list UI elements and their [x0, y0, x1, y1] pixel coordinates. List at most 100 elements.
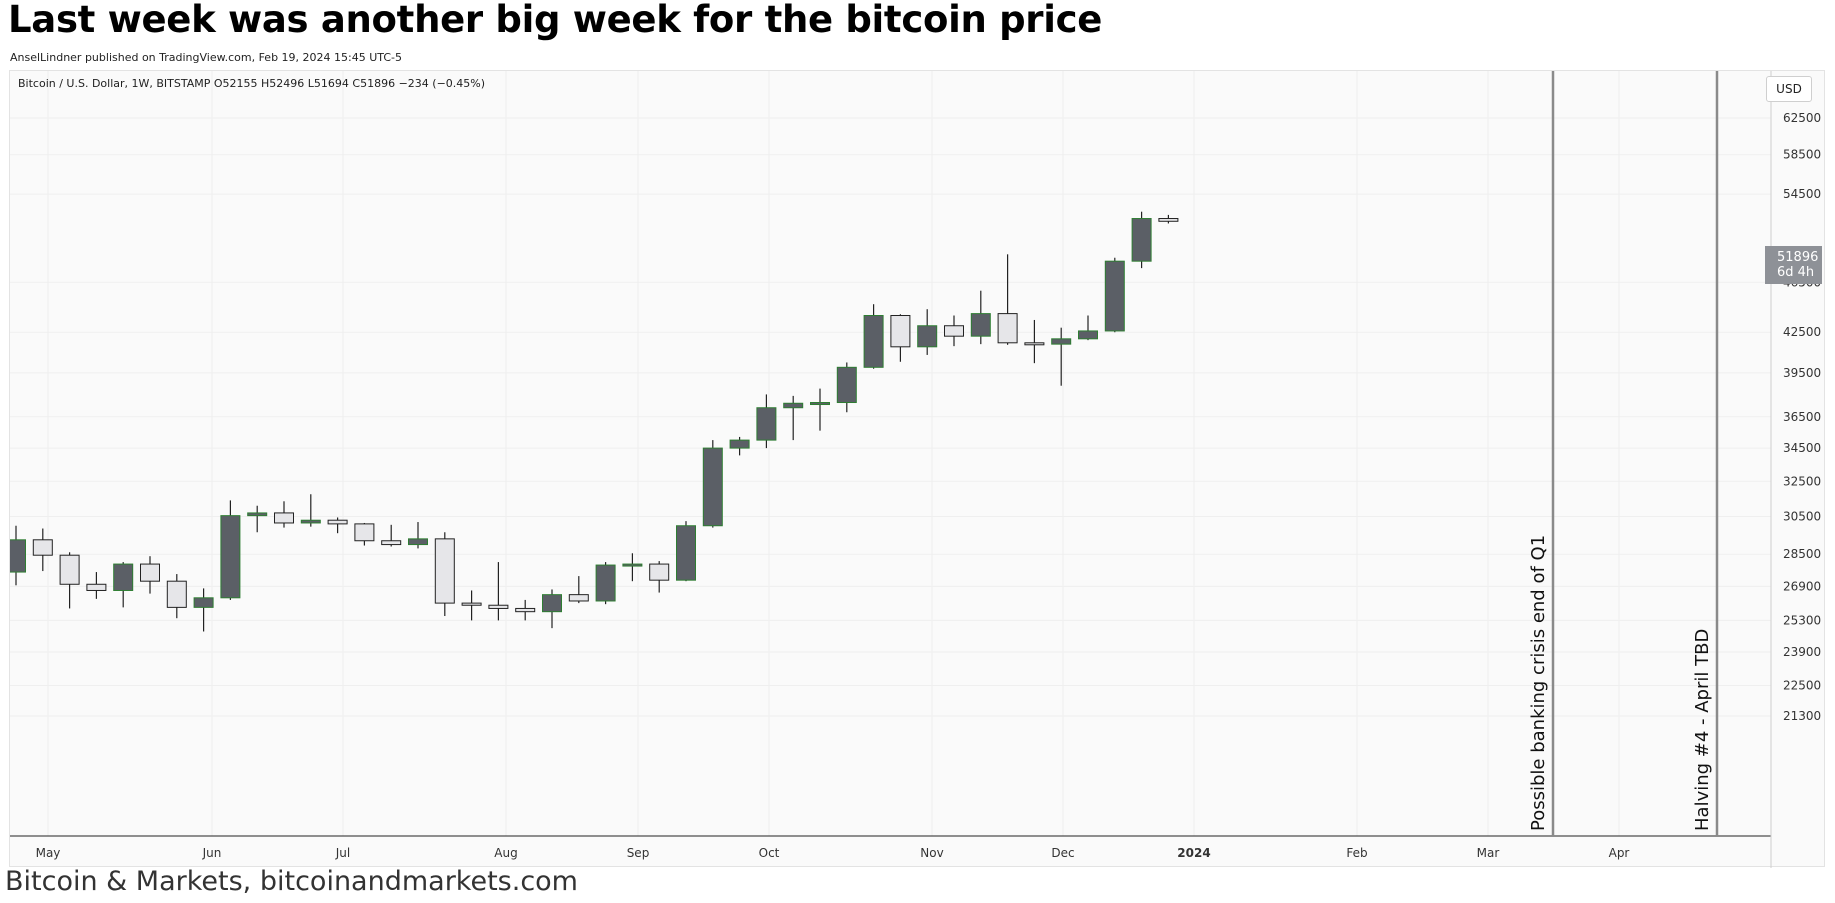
candle — [247, 505, 268, 533]
candle — [997, 254, 1018, 345]
candle-body — [676, 525, 696, 581]
candle — [140, 556, 160, 594]
chart-panel[interactable]: 6250058500545004650042500395003650034500… — [9, 70, 1826, 868]
y-tick-label: 34500 — [1783, 441, 1821, 455]
candlestick-chart[interactable]: 6250058500545004650042500395003650034500… — [10, 71, 1826, 868]
candle — [917, 309, 938, 355]
candle-body — [756, 407, 777, 441]
candle — [381, 524, 402, 547]
candle-body — [59, 554, 80, 585]
candle-body — [649, 563, 670, 581]
candle — [1158, 214, 1179, 224]
candle-body — [488, 604, 509, 609]
candle — [461, 590, 482, 621]
candle — [300, 494, 321, 527]
candle — [408, 522, 428, 549]
candle-body — [140, 563, 160, 582]
y-tick-label: 58500 — [1783, 148, 1821, 162]
candle — [1104, 257, 1125, 333]
x-tick-label: Oct — [759, 846, 780, 860]
candle — [970, 290, 991, 345]
x-tick-label: Nov — [920, 846, 943, 860]
candle-body — [1051, 338, 1072, 345]
candle-body — [836, 366, 857, 404]
candle-body — [1078, 330, 1098, 340]
x-tick-label: Sep — [627, 846, 650, 860]
candle-body — [1158, 218, 1179, 222]
x-axis-ticks: May Jun Jul Aug Sep Oct Nov Dec 2024 Feb Mar Apr — [36, 846, 1630, 860]
candle — [327, 517, 348, 534]
annotation-lines — [1551, 71, 1719, 836]
x-tick-label: 2024 — [1177, 846, 1210, 860]
candle — [59, 552, 80, 609]
candle — [863, 304, 884, 369]
y-tick-label: 39500 — [1783, 366, 1821, 380]
candle-body — [863, 315, 884, 368]
chart-title: Last week was another big week for the b… — [8, 0, 1103, 41]
currency-button[interactable]: USD — [1766, 76, 1812, 102]
candle — [810, 388, 830, 431]
x-tick-label: Mar — [1477, 846, 1500, 860]
x-tick-label: Apr — [1609, 846, 1630, 860]
footer-credit: Bitcoin & Markets, bitcoinandmarkets.com — [5, 866, 578, 897]
y-tick-label: 25300 — [1783, 613, 1821, 627]
candle-countdown: 6d 4h — [1777, 265, 1815, 280]
annotation-halving: Halving #4 - April TBD — [1692, 629, 1713, 831]
y-tick-label: 28500 — [1783, 547, 1821, 561]
x-tick-label: May — [36, 846, 61, 860]
candle — [595, 562, 616, 605]
candle-body — [434, 538, 455, 604]
x-tick-label: Feb — [1346, 846, 1367, 860]
candle — [86, 572, 107, 599]
last-price-tag: 51896 6d 4h — [1765, 246, 1822, 284]
x-tick-label: Dec — [1051, 846, 1074, 860]
grid — [10, 71, 1771, 836]
candle — [542, 589, 562, 629]
candle — [220, 500, 241, 600]
candle — [193, 588, 214, 632]
candle-body — [944, 325, 964, 337]
y-tick-label: 42500 — [1783, 325, 1821, 339]
candle — [649, 561, 670, 593]
y-tick-label: 32500 — [1783, 474, 1821, 488]
candle-body — [622, 563, 643, 567]
y-tick-label: 30500 — [1783, 510, 1821, 524]
candle-body — [408, 538, 428, 546]
candle — [515, 599, 536, 621]
candle-body — [327, 519, 348, 525]
candle-body — [220, 515, 241, 599]
annotation-banking-crisis: Possible banking crisis end of Q1 — [1528, 535, 1549, 831]
x-tick-label: Aug — [494, 846, 517, 860]
candle — [702, 440, 723, 528]
candle-body — [86, 583, 107, 591]
candle-body — [783, 402, 804, 409]
y-tick-label: 36500 — [1783, 410, 1821, 424]
candle-body — [970, 313, 991, 337]
y-tick-label: 23900 — [1783, 645, 1821, 659]
candle-body — [300, 519, 321, 524]
candle-body — [1131, 218, 1152, 262]
candle — [434, 532, 455, 617]
candle — [354, 522, 375, 546]
candle — [1078, 315, 1098, 341]
candle-body — [729, 439, 750, 449]
candle — [890, 314, 911, 362]
candle-body — [32, 539, 53, 556]
x-tick-label: Jun — [202, 846, 222, 860]
candle-body — [810, 402, 830, 406]
candle — [1051, 327, 1072, 386]
candle-body — [10, 539, 26, 573]
x-tick-label: Jul — [335, 846, 350, 860]
candle-body — [193, 597, 214, 608]
y-axis-ticks: 6250058500545004650042500395003650034500… — [1783, 111, 1821, 723]
candle-body — [515, 607, 536, 613]
candle-body — [274, 512, 294, 524]
candle-body — [247, 512, 268, 517]
candles — [10, 211, 1179, 632]
candle — [1024, 319, 1045, 364]
candle — [622, 553, 643, 582]
candle — [756, 394, 777, 449]
symbol-legend: Bitcoin / U.S. Dollar, 1W, BITSTAMP O521… — [18, 77, 485, 90]
candle — [783, 395, 804, 441]
candle-body — [1024, 342, 1045, 346]
